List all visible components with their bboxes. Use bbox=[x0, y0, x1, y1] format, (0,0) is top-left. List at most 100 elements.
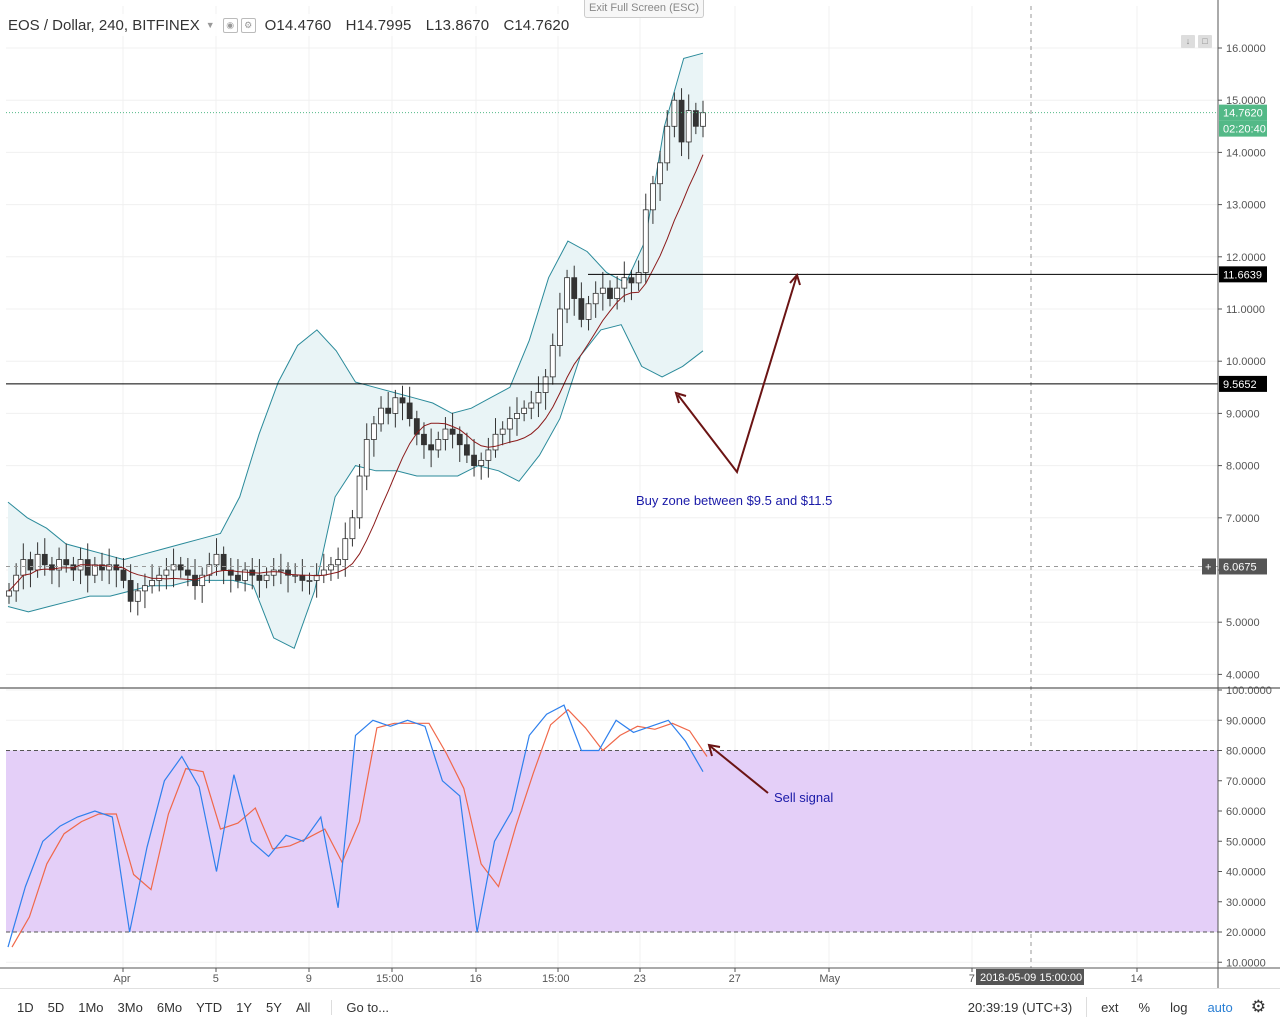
time-tick-label: 5 bbox=[213, 973, 219, 985]
candle-body bbox=[263, 574, 270, 581]
candle-body bbox=[27, 559, 34, 571]
time-tick-label: May bbox=[819, 973, 840, 985]
gear-icon[interactable]: ⚙ bbox=[1250, 997, 1266, 1016]
candle-body bbox=[177, 564, 184, 571]
level-tag bbox=[1219, 266, 1267, 283]
candle-body bbox=[299, 574, 306, 581]
candle-body bbox=[120, 569, 127, 581]
candle-body bbox=[678, 99, 685, 143]
range-1y[interactable]: 1Y bbox=[236, 999, 253, 1015]
range-3mo[interactable]: 3Mo bbox=[117, 999, 143, 1015]
candle-body bbox=[499, 428, 506, 435]
crosshair-price-tag-text: 6.0675 bbox=[1223, 561, 1257, 573]
price-tick-label: 15.0000 bbox=[1226, 95, 1266, 107]
candle-body bbox=[442, 428, 449, 440]
range-1d[interactable]: 1D bbox=[17, 999, 34, 1015]
candle-body bbox=[478, 459, 485, 467]
candle-body bbox=[492, 433, 499, 451]
maximize-icon[interactable]: □ bbox=[1198, 35, 1212, 48]
candle-body bbox=[514, 412, 520, 420]
time-tick-label: 23 bbox=[634, 973, 646, 985]
osc-tick-label: 10.0000 bbox=[1226, 957, 1266, 969]
candle-body bbox=[20, 559, 27, 576]
log-toggle[interactable]: log bbox=[1170, 999, 1188, 1015]
bollinger-basis bbox=[8, 154, 704, 592]
candle-body bbox=[421, 433, 427, 446]
range-ytd[interactable]: YTD bbox=[196, 999, 223, 1015]
osc-tick-label: 30.0000 bbox=[1226, 897, 1266, 909]
low-value: L13.8670 bbox=[425, 16, 490, 34]
goto-button[interactable]: Go to... bbox=[331, 999, 396, 1015]
osc-tick-label: 60.0000 bbox=[1226, 806, 1266, 818]
chart-canvas[interactable]: Buy zone between $9.5 and $11.5 Sell sign… bbox=[0, 0, 1280, 988]
candle-body bbox=[49, 564, 55, 571]
download-icon[interactable]: ↓ bbox=[1181, 35, 1195, 48]
ext-toggle[interactable]: ext bbox=[1101, 999, 1119, 1015]
candle-body bbox=[270, 569, 277, 576]
last-price-tag-text: 14.7620 bbox=[1223, 108, 1263, 120]
range-5y[interactable]: 5Y bbox=[266, 999, 282, 1015]
candle-body bbox=[621, 277, 628, 289]
stoch-d-line bbox=[11, 708, 708, 948]
exit-fullscreen-button[interactable]: Exit Full Screen (ESC) bbox=[584, 0, 704, 18]
last-price-tag bbox=[1219, 104, 1267, 121]
percent-toggle[interactable]: % bbox=[1138, 999, 1151, 1015]
candle-body bbox=[406, 402, 413, 420]
settings-small-icon[interactable]: ⚙ bbox=[240, 17, 256, 33]
toolbar-right: 20:39:19 (UTC+3) ext % log auto ⚙ bbox=[958, 989, 1280, 1025]
candle-body bbox=[142, 585, 148, 592]
range-5d[interactable]: 5D bbox=[47, 999, 65, 1015]
candle-body bbox=[392, 397, 399, 414]
crosshair-plus-box bbox=[1202, 558, 1216, 575]
symbol-title[interactable]: EOS / Dollar, 240, BITFINEX bbox=[8, 16, 200, 34]
candle-body bbox=[134, 590, 141, 602]
time-tick-label: Apr bbox=[113, 973, 130, 985]
time-tick-label: 15:00 bbox=[542, 973, 570, 985]
open-value: O14.4760 bbox=[264, 16, 332, 34]
range-all[interactable]: All bbox=[295, 999, 311, 1015]
countdown-tag bbox=[1219, 120, 1267, 137]
candle-body bbox=[549, 345, 556, 378]
candle-body bbox=[506, 418, 513, 430]
candle-body bbox=[592, 292, 599, 305]
time-tick-label: 27 bbox=[729, 973, 741, 985]
price-tick-label: 13.0000 bbox=[1226, 200, 1266, 212]
close-value: C14.7620 bbox=[503, 16, 570, 34]
level-tag bbox=[1219, 375, 1267, 392]
candle-body bbox=[571, 277, 578, 299]
bollinger-fill bbox=[8, 53, 703, 649]
candle-body bbox=[599, 287, 606, 294]
osc-tick-label: 80.0000 bbox=[1226, 746, 1266, 758]
osc-tick-label: 100.0000 bbox=[1226, 685, 1272, 697]
range-6mo[interactable]: 6Mo bbox=[156, 999, 183, 1015]
candle-body bbox=[242, 569, 249, 581]
stoch-band bbox=[6, 750, 1218, 932]
osc-tick-label: 70.0000 bbox=[1226, 776, 1266, 788]
candle-body bbox=[99, 564, 105, 571]
candle-body bbox=[657, 162, 663, 185]
chevron-down-icon[interactable]: ▼ bbox=[205, 20, 215, 30]
buy-zone-label: Buy zone between $9.5 and $11.5 bbox=[636, 493, 832, 508]
candle-body bbox=[328, 564, 334, 571]
candle-body bbox=[435, 439, 442, 451]
bottom-toolbar: 1D 5D 1Mo 3Mo 6Mo YTD 1Y 5Y All Go to...… bbox=[0, 988, 1280, 1025]
price-tick-label: 11.0000 bbox=[1226, 304, 1265, 316]
candle-body bbox=[170, 564, 177, 571]
candle-body bbox=[642, 209, 649, 273]
candle-body bbox=[235, 574, 241, 581]
range-1mo[interactable]: 1Mo bbox=[78, 999, 104, 1015]
candle-body bbox=[449, 428, 456, 435]
candle-body bbox=[363, 439, 370, 477]
crosshair-time-tag bbox=[976, 969, 1084, 985]
eye-icon[interactable]: ◉ bbox=[222, 17, 238, 33]
countdown-tag-text: 02:20:40 bbox=[1223, 124, 1266, 136]
auto-toggle[interactable]: auto bbox=[1207, 999, 1233, 1015]
candle-body bbox=[542, 376, 549, 393]
candle-body bbox=[34, 553, 41, 571]
buy-zone-arrowhead-left bbox=[674, 391, 687, 404]
candle-body bbox=[256, 574, 263, 581]
candle-body bbox=[127, 580, 134, 602]
clock[interactable]: 20:39:19 (UTC+3) bbox=[967, 999, 1073, 1015]
price-tick-label: 5.0000 bbox=[1226, 617, 1260, 629]
